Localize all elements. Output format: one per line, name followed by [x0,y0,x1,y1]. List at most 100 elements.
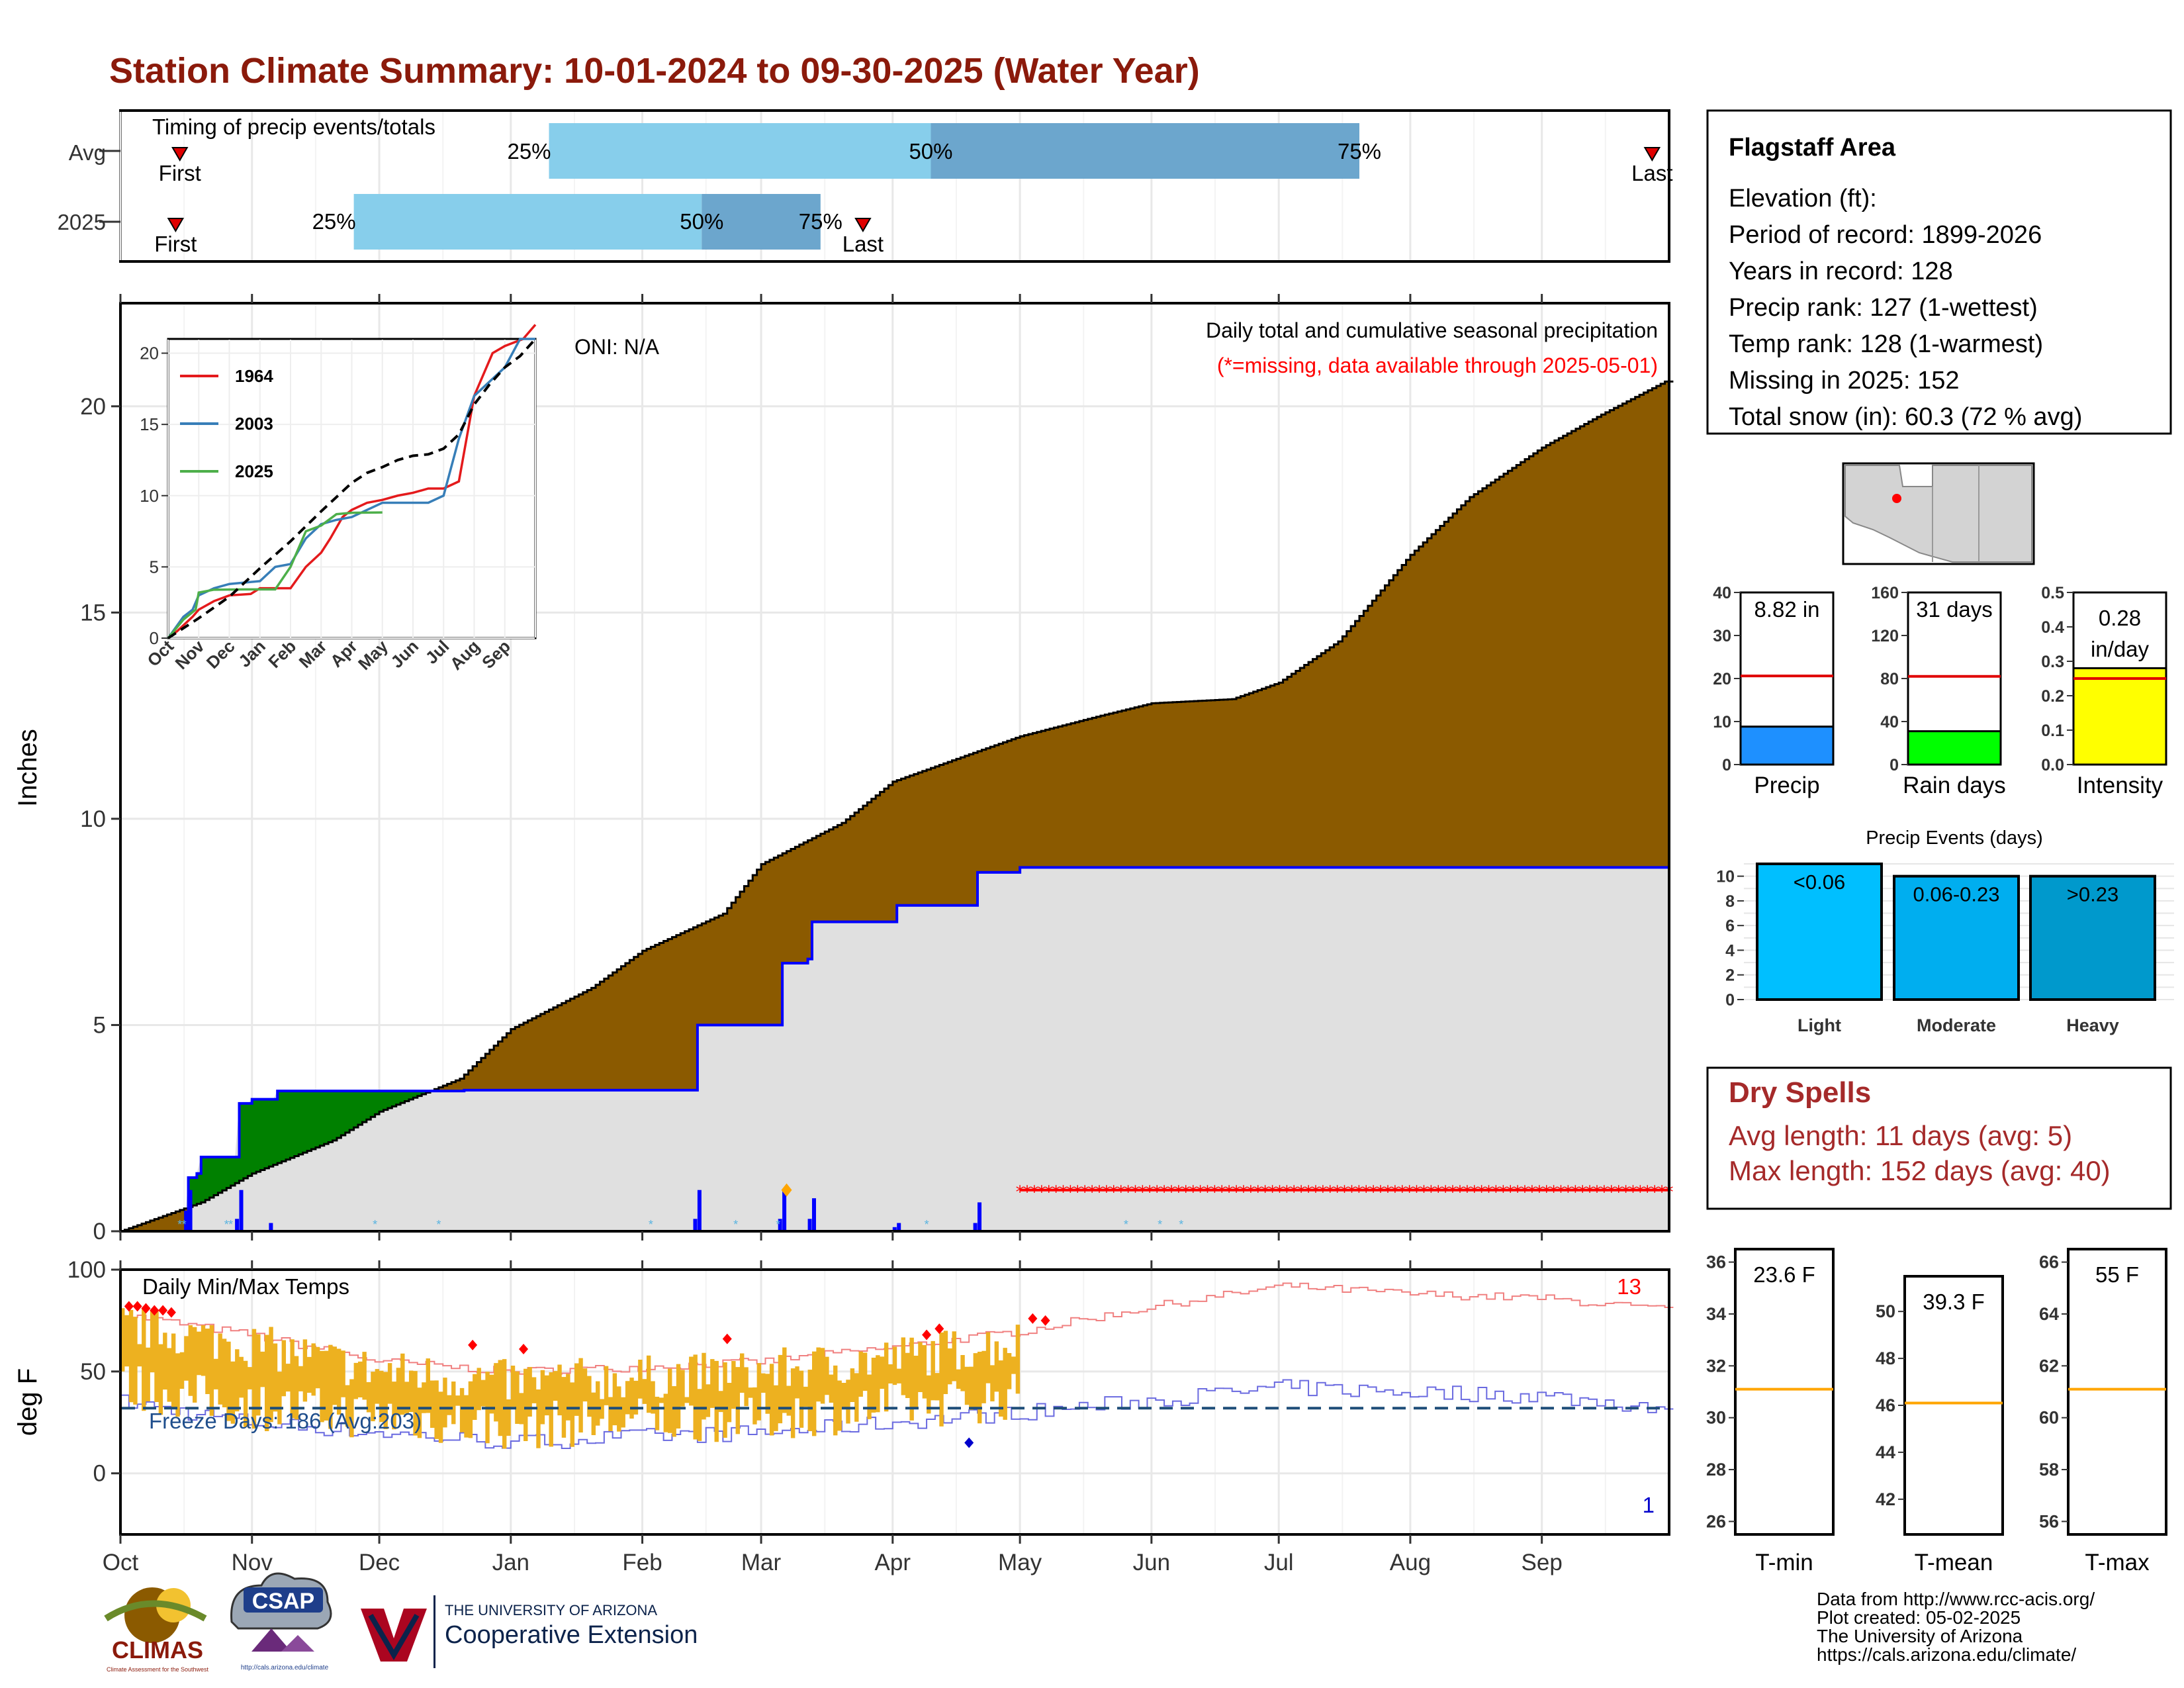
missing-data-marker: * [1564,1183,1572,1203]
inset-legend-label: 2003 [235,414,273,434]
station-info-box: Flagstaff Area Elevation (ft): Period of… [1706,109,2172,435]
precip-panel: * * * * * * * * * * * * * **************************… [13,294,1674,1244]
snow-marker: * [649,1218,653,1231]
temp-summary-charts: 26 28 30 32 34 36 23.6 F T-min 42 44 46 48 50 39.3 F T… [1706,1248,2167,1575]
precip-y-tick-label: 20 [80,394,106,420]
missing-data-marker: * [1297,1183,1306,1203]
summary-value-bar [1907,730,2002,766]
timing-bar-q50-q75 [931,123,1359,179]
missing-data-marker: * [1304,1183,1313,1203]
missing-data-marker: * [1571,1183,1580,1203]
summary-y-tick-label: 0.3 [2041,653,2064,671]
record-high-marker [158,1305,168,1316]
missing-data-marker: * [1059,1183,1068,1203]
missing-data-marker: * [1116,1183,1125,1203]
record-low-count: 1 [1643,1493,1655,1517]
missing-data-marker: * [1181,1183,1190,1203]
average-cumulative-line [120,380,1674,1233]
missing-data-marker: * [1311,1183,1320,1203]
missing-data-marker: * [1016,1183,1024,1203]
daily-precip-bar [693,1219,698,1231]
missing-data-marker: * [1600,1183,1608,1203]
temp-summary-y-tick-label: 60 [2039,1408,2059,1428]
record-high-marker [132,1301,142,1312]
missing-data-marker: * [1514,1183,1522,1203]
temp-summary-value-label: 55 F [2095,1262,2139,1287]
normal-high-line [120,1282,1674,1375]
inset-legend-label: 2025 [235,461,273,481]
missing-data-marker: * [1521,1183,1529,1203]
temp-summary-frame [1734,1248,1835,1536]
event-bar-category-label: Heavy [2066,1015,2119,1035]
inset-chart: 05101520196420032025OctNovDecJanFebMarAp… [140,324,537,674]
missing-data-marker: * [1535,1183,1543,1203]
month-tick-label: Oct [103,1550,139,1575]
temp-summary-label: T-max [2085,1550,2150,1575]
summary-y-tick-label: 0.1 [2041,722,2064,740]
daily-precip-bar [239,1190,244,1231]
temp-summary-y-tick-label: 62 [2039,1356,2059,1376]
dry-spells-box: Dry Spells Avg length: 11 days (avg: 5) … [1706,1066,2172,1210]
missing-data-marker: * [1463,1183,1471,1203]
snow-marker: * [373,1218,377,1231]
missing-data-marker: * [1578,1183,1587,1203]
record-low-marker [964,1437,974,1448]
missing-data-marker: * [1455,1183,1464,1203]
missing-data-marker: * [1196,1183,1205,1203]
ua-line1: THE UNIVERSITY OF ARIZONA [445,1602,657,1618]
station-line: Elevation (ft): [1729,185,1877,212]
snow-marker: * [224,1218,229,1231]
timing-title: Timing of precip events/totals [152,115,435,139]
missing-data-marker: * [1499,1183,1508,1203]
csap-logo: CSAP http://cals.arizona.edu/climate [230,1572,332,1671]
precip-y-tick-label: 10 [80,806,106,832]
page-title: Station Climate Summary: 10-01-2024 to 0… [109,51,1200,91]
missing-data-marker: * [1557,1183,1565,1203]
missing-data-marker: * [1189,1183,1197,1203]
missing-data-marker: * [1232,1183,1241,1203]
events-y-tick-label: 10 [1716,868,1735,886]
record-high-marker [166,1307,176,1318]
month-tick-label: Feb [622,1550,662,1575]
timing-first-marker [171,147,189,162]
summary-value-label: 8.82 in [1754,597,1819,622]
summary-value-label: 0.28 [2099,606,2141,630]
missing-data-marker: * [1593,1183,1602,1203]
station-line: Missing in 2025: 152 [1729,367,1960,395]
missing-data-marker: * [1044,1183,1053,1203]
dry-spells-max: Max length: 152 days (avg: 40) [1729,1155,2111,1186]
inset-legend-label: 1964 [235,366,273,386]
timing-bar-q25-q50 [353,194,702,250]
events-y-tick-label: 6 [1725,917,1735,935]
timing-q25-label: 25% [507,139,551,164]
missing-data-marker: * [1138,1183,1147,1203]
record-high-count: 13 [1617,1274,1641,1299]
event-bar-category-label: Moderate [1917,1015,1996,1035]
temp-summary-label: T-mean [1915,1550,1993,1575]
timing-last-marker [854,218,872,232]
missing-data-marker: * [1210,1183,1219,1203]
precip-events-chart: Precip Events (days) 0 2 4 6 8 10 <0.06 Light 0.… [1716,827,2174,1035]
snow-marker: * [1158,1218,1162,1231]
missing-data-marker: * [1160,1183,1169,1203]
missing-data-marker: * [1037,1183,1046,1203]
summary-bar-label: Rain days [1903,773,2006,798]
climas-logo: CLIMAS Climate Assessment for the Southw… [104,1587,209,1673]
timing-last-label: Last [842,232,884,256]
precip-events-title: Precip Events (days) [1866,827,2043,849]
snow-marker: * [925,1218,929,1231]
missing-data-marker: * [1225,1183,1234,1203]
footer-line: Data from http://www.rcc-acis.org/ [1817,1589,2095,1609]
summary-y-tick-label: 0.2 [2041,687,2064,706]
daily-precip-bar [235,1219,240,1231]
missing-data-marker: * [1268,1183,1277,1203]
missing-data-marker: * [1030,1183,1038,1203]
temp-y-tick-label: 50 [80,1359,106,1385]
temp-summary-y-tick-label: 50 [1876,1301,1895,1321]
event-bar [2029,874,2156,1001]
missing-data-marker: * [1290,1183,1298,1203]
timing-first-label: First [154,232,197,256]
missing-data-marker: * [1052,1183,1060,1203]
inset-series-line [167,511,383,639]
